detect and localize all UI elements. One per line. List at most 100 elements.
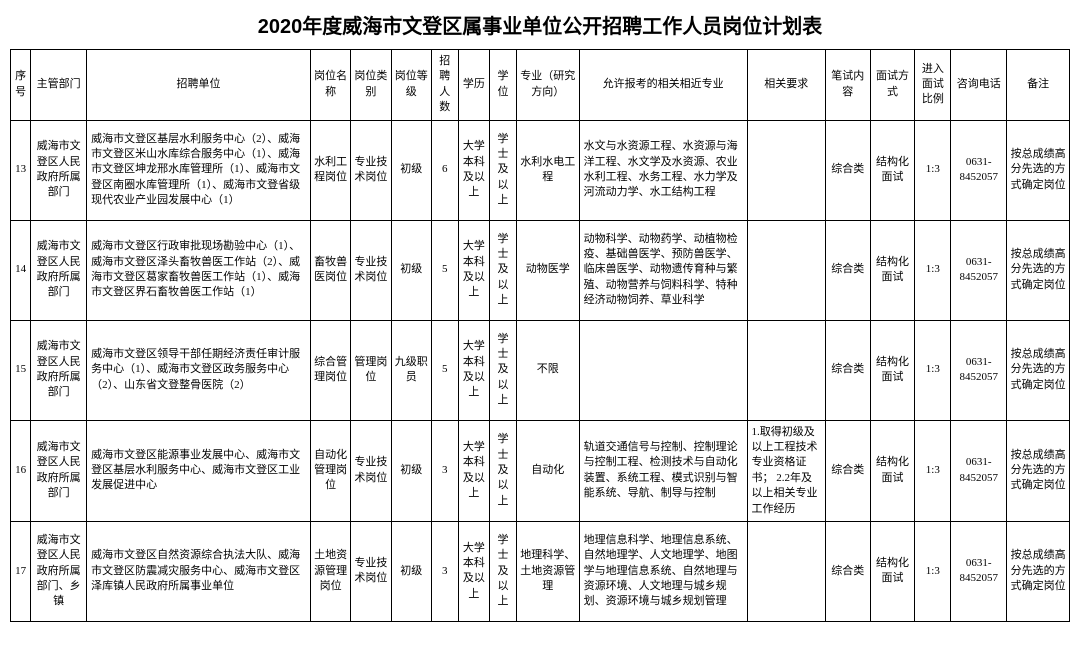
cell-ratio: 1:3 [915, 220, 951, 320]
cell-unit: 威海市文登区领导干部任期经济责任审计服务中心（1）、威海市文登区政务服务中心（2… [87, 320, 311, 420]
col-allow: 允许报考的相关相近专业 [579, 50, 747, 121]
cell-interview: 结构化面试 [870, 521, 915, 621]
cell-note: 按总成绩高分先选的方式确定岗位 [1007, 521, 1070, 621]
col-major: 专业（研究方向） [516, 50, 579, 121]
cell-postype: 专业技术岗位 [351, 521, 391, 621]
col-seq: 序号 [11, 50, 31, 121]
cell-interview: 结构化面试 [870, 120, 915, 220]
cell-count: 6 [431, 120, 458, 220]
cell-unit: 威海市文登区基层水利服务中心（2）、威海市文登区米山水库综合服务中心（1）、威海… [87, 120, 311, 220]
col-posname: 岗位名称 [310, 50, 350, 121]
page-title: 2020年度威海市文登区属事业单位公开招聘工作人员岗位计划表 [10, 10, 1070, 39]
cell-degree: 学士及以上 [490, 420, 517, 521]
cell-written: 综合类 [825, 120, 870, 220]
cell-count: 3 [431, 521, 458, 621]
col-req: 相关要求 [747, 50, 825, 121]
cell-ratio: 1:3 [915, 120, 951, 220]
cell-written: 综合类 [825, 320, 870, 420]
cell-req [747, 320, 825, 420]
table-row: 17威海市文登区人民政府所属部门、乡镇威海市文登区自然资源综合执法大队、威海市文… [11, 521, 1070, 621]
cell-major: 不限 [516, 320, 579, 420]
header-row: 序号 主管部门 招聘单位 岗位名称 岗位类别 岗位等级 招聘人数 学历 学位 专… [11, 50, 1070, 121]
cell-seq: 13 [11, 120, 31, 220]
cell-edu: 大学本科及以上 [458, 420, 489, 521]
cell-count: 5 [431, 320, 458, 420]
cell-unit: 威海市文登区自然资源综合执法大队、威海市文登区防震减灾服务中心、威海市文登区泽库… [87, 521, 311, 621]
col-degree: 学位 [490, 50, 517, 121]
cell-postype: 专业技术岗位 [351, 220, 391, 320]
cell-postype: 专业技术岗位 [351, 120, 391, 220]
cell-interview: 结构化面试 [870, 220, 915, 320]
cell-dept: 威海市文登区人民政府所属部门、乡镇 [31, 521, 87, 621]
col-ratio: 进入面试比例 [915, 50, 951, 121]
cell-written: 综合类 [825, 521, 870, 621]
cell-posname: 土地资源管理岗位 [310, 521, 350, 621]
col-interview: 面试方式 [870, 50, 915, 121]
cell-dept: 威海市文登区人民政府所属部门 [31, 320, 87, 420]
cell-posname: 水利工程岗位 [310, 120, 350, 220]
cell-postype: 专业技术岗位 [351, 420, 391, 521]
cell-degree: 学士及以上 [490, 320, 517, 420]
table-row: 15威海市文登区人民政府所属部门威海市文登区领导干部任期经济责任审计服务中心（1… [11, 320, 1070, 420]
cell-req [747, 220, 825, 320]
cell-poslevel: 初级 [391, 220, 431, 320]
cell-req [747, 521, 825, 621]
cell-req: 1.取得初级及以上工程技术专业资格证书； 2.2年及以上相关专业工作经历 [747, 420, 825, 521]
cell-written: 综合类 [825, 420, 870, 521]
cell-tel: 0631-8452057 [951, 220, 1007, 320]
cell-dept: 威海市文登区人民政府所属部门 [31, 220, 87, 320]
cell-ratio: 1:3 [915, 521, 951, 621]
cell-note: 按总成绩高分先选的方式确定岗位 [1007, 420, 1070, 521]
col-count: 招聘人数 [431, 50, 458, 121]
cell-edu: 大学本科及以上 [458, 521, 489, 621]
cell-poslevel: 初级 [391, 120, 431, 220]
table-row: 16威海市文登区人民政府所属部门威海市文登区能源事业发展中心、威海市文登区基层水… [11, 420, 1070, 521]
cell-degree: 学士及以上 [490, 120, 517, 220]
cell-postype: 管理岗位 [351, 320, 391, 420]
cell-tel: 0631-8452057 [951, 120, 1007, 220]
cell-degree: 学士及以上 [490, 220, 517, 320]
cell-seq: 16 [11, 420, 31, 521]
col-unit: 招聘单位 [87, 50, 311, 121]
col-edu: 学历 [458, 50, 489, 121]
cell-posname: 自动化管理岗位 [310, 420, 350, 521]
cell-allow: 动物科学、动物药学、动植物检疫、基础兽医学、预防兽医学、临床兽医学、动物遗传育种… [579, 220, 747, 320]
cell-seq: 17 [11, 521, 31, 621]
cell-ratio: 1:3 [915, 420, 951, 521]
cell-allow: 轨道交通信号与控制、控制理论与控制工程、检测技术与自动化装置、系统工程、模式识别… [579, 420, 747, 521]
cell-written: 综合类 [825, 220, 870, 320]
cell-major: 地理科学、土地资源管理 [516, 521, 579, 621]
cell-unit: 威海市文登区能源事业发展中心、威海市文登区基层水利服务中心、威海市文登区工业发展… [87, 420, 311, 521]
cell-major: 自动化 [516, 420, 579, 521]
cell-interview: 结构化面试 [870, 420, 915, 521]
cell-edu: 大学本科及以上 [458, 320, 489, 420]
cell-degree: 学士及以上 [490, 521, 517, 621]
cell-tel: 0631-8452057 [951, 420, 1007, 521]
col-tel: 咨询电话 [951, 50, 1007, 121]
cell-interview: 结构化面试 [870, 320, 915, 420]
recruitment-table: 序号 主管部门 招聘单位 岗位名称 岗位类别 岗位等级 招聘人数 学历 学位 专… [10, 49, 1070, 622]
cell-allow: 水文与水资源工程、水资源与海洋工程、水文学及水资源、农业水利工程、水务工程、水力… [579, 120, 747, 220]
col-postype: 岗位类别 [351, 50, 391, 121]
cell-seq: 14 [11, 220, 31, 320]
cell-major: 动物医学 [516, 220, 579, 320]
table-row: 14威海市文登区人民政府所属部门威海市文登区行政审批现场勘验中心（1）、威海市文… [11, 220, 1070, 320]
cell-note: 按总成绩高分先选的方式确定岗位 [1007, 220, 1070, 320]
cell-dept: 威海市文登区人民政府所属部门 [31, 120, 87, 220]
cell-poslevel: 九级职员 [391, 320, 431, 420]
cell-major: 水利水电工程 [516, 120, 579, 220]
cell-edu: 大学本科及以上 [458, 220, 489, 320]
cell-note: 按总成绩高分先选的方式确定岗位 [1007, 120, 1070, 220]
cell-poslevel: 初级 [391, 420, 431, 521]
cell-poslevel: 初级 [391, 521, 431, 621]
cell-tel: 0631-8452057 [951, 521, 1007, 621]
cell-count: 5 [431, 220, 458, 320]
cell-seq: 15 [11, 320, 31, 420]
cell-edu: 大学本科及以上 [458, 120, 489, 220]
cell-allow [579, 320, 747, 420]
cell-dept: 威海市文登区人民政府所属部门 [31, 420, 87, 521]
col-written: 笔试内容 [825, 50, 870, 121]
cell-note: 按总成绩高分先选的方式确定岗位 [1007, 320, 1070, 420]
cell-unit: 威海市文登区行政审批现场勘验中心（1）、威海市文登区泽头畜牧兽医工作站（2）、威… [87, 220, 311, 320]
col-note: 备注 [1007, 50, 1070, 121]
